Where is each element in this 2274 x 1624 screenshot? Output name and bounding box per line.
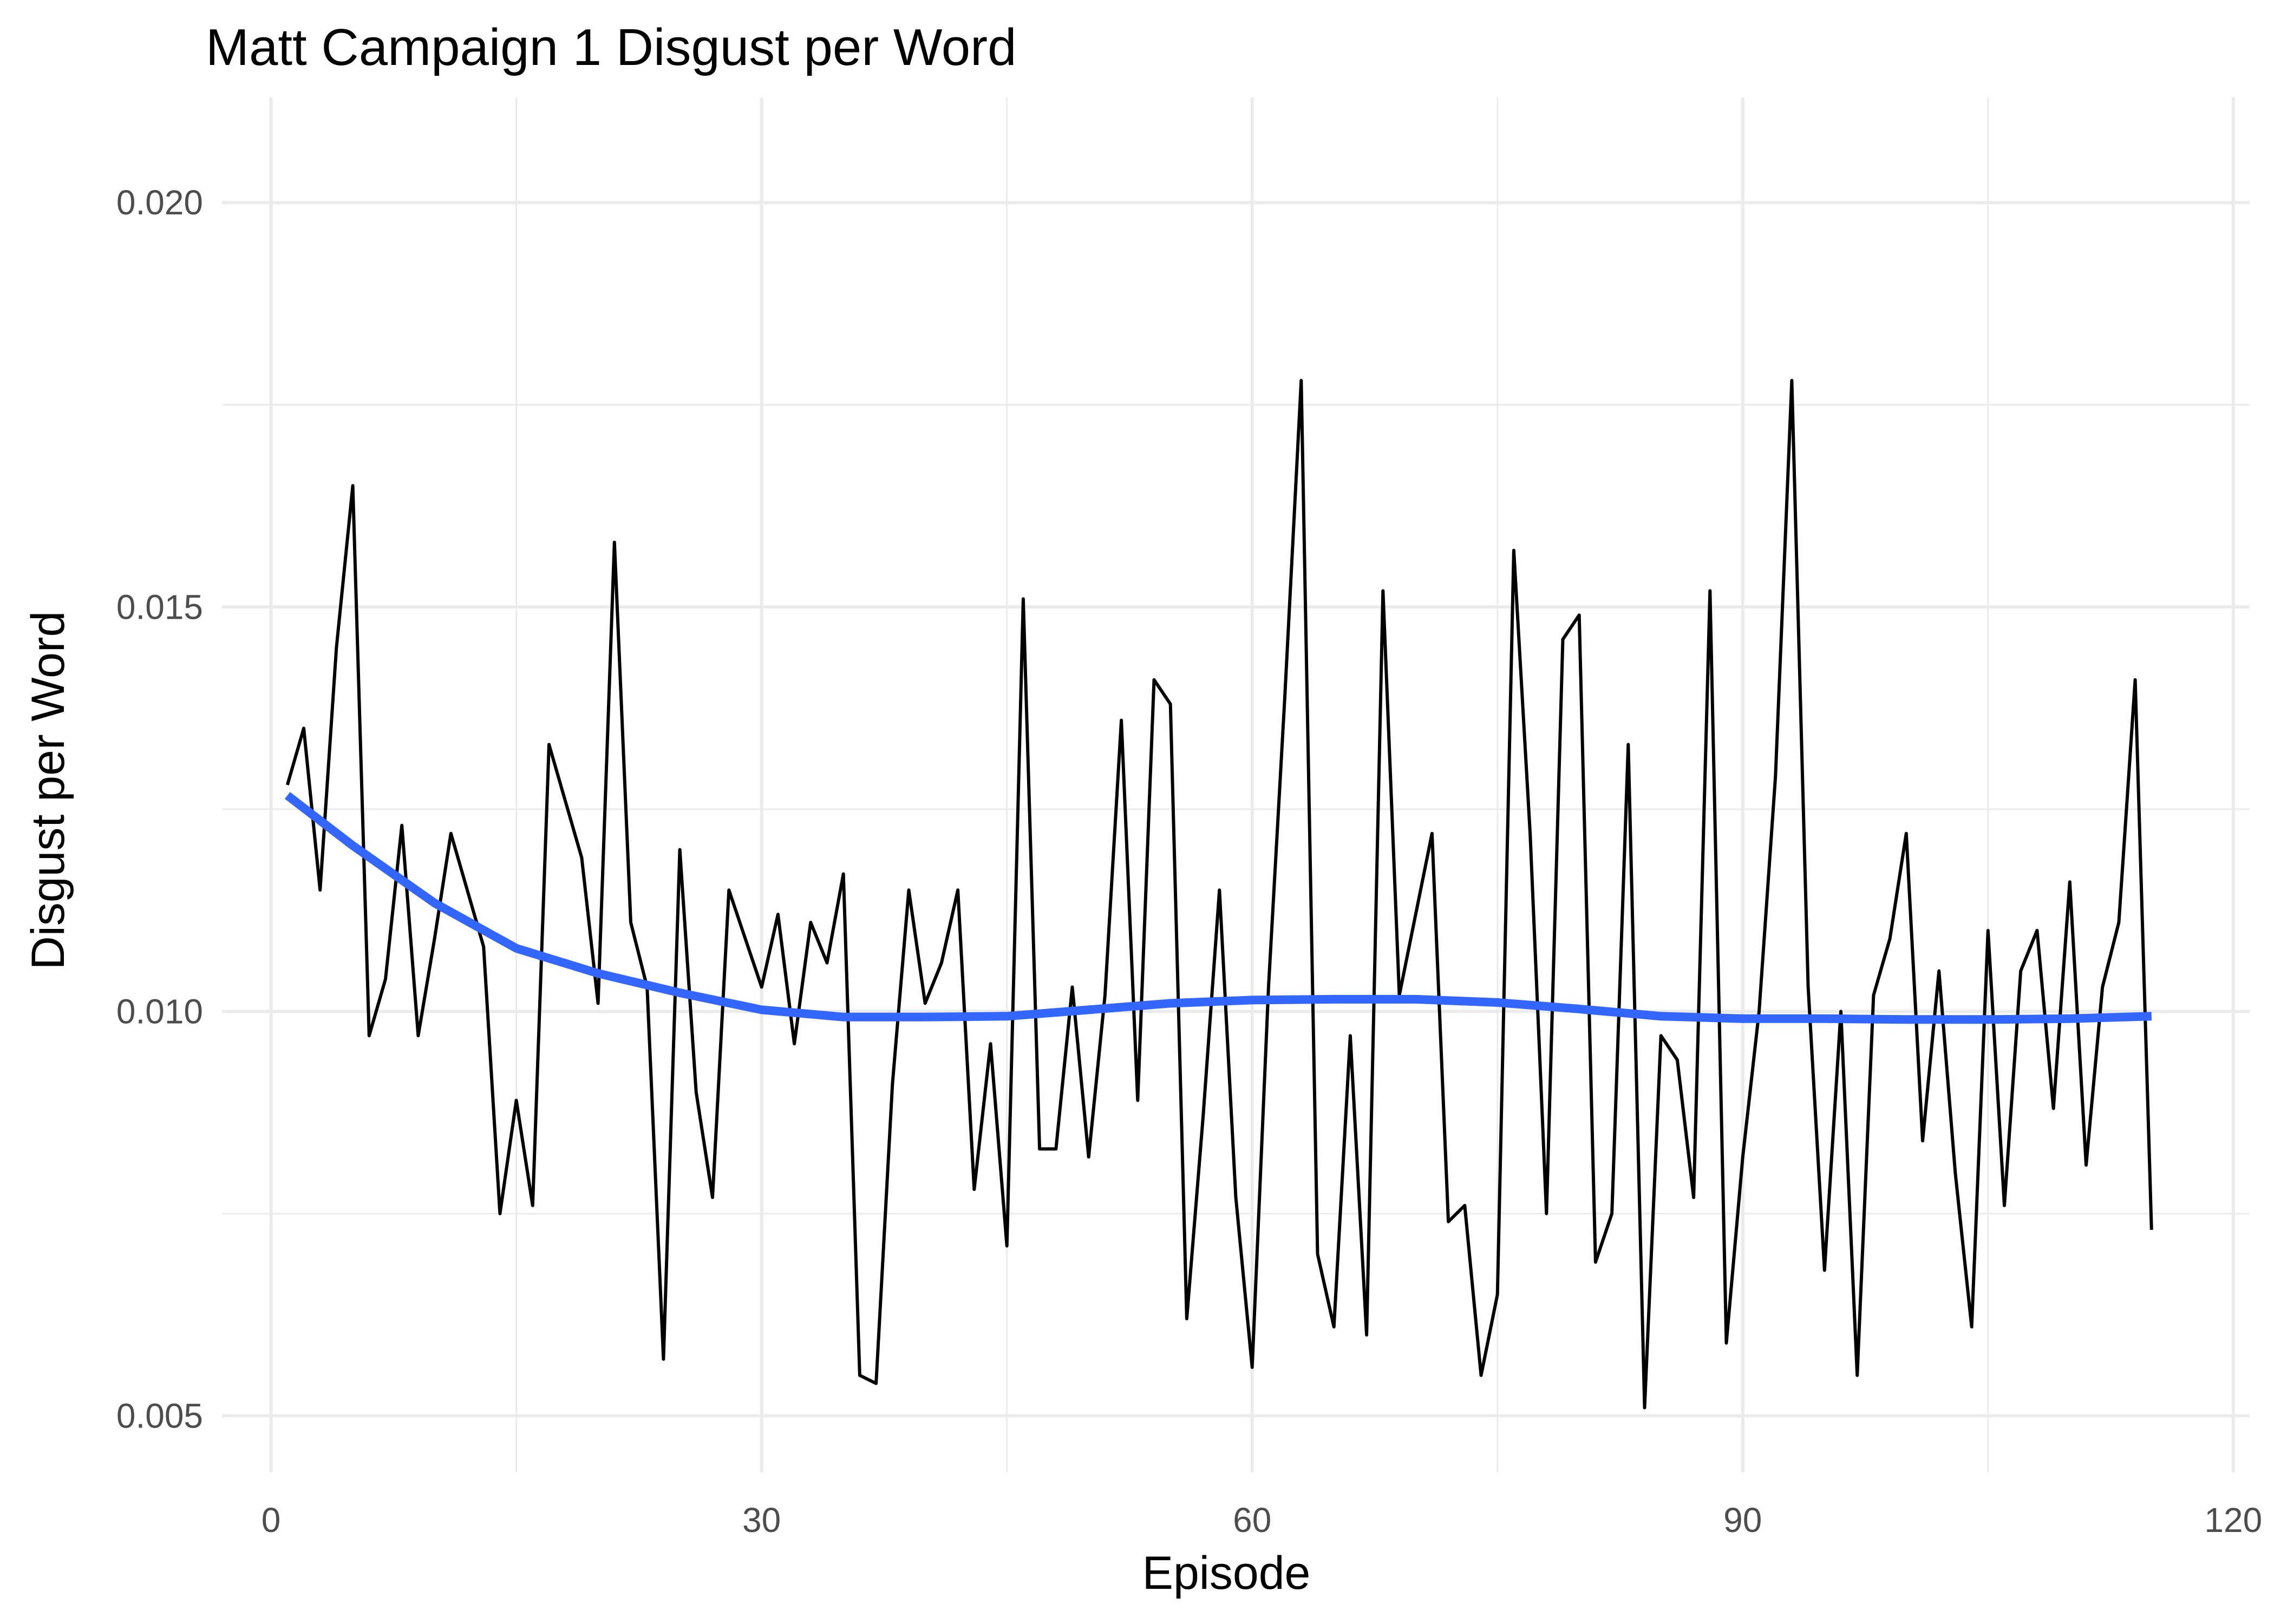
y-axis-ticks: 0.005 0.010 0.015 0.020: [116, 183, 203, 1435]
raw-series-line: [285, 378, 2153, 1410]
x-tick-label: 0: [262, 1501, 281, 1540]
y-axis-title: Disgust per Word: [22, 611, 74, 970]
plot-series: [284, 378, 2153, 1410]
x-tick-label: 60: [1233, 1501, 1271, 1540]
y-tick-label: 0.015: [116, 587, 203, 626]
x-tick-label: 90: [1723, 1501, 1762, 1540]
x-tick-label: 30: [742, 1501, 781, 1540]
x-axis-title: Episode: [1142, 1547, 1311, 1599]
y-tick-label: 0.010: [116, 992, 203, 1031]
y-tick-label: 0.020: [116, 183, 203, 222]
x-tick-label: 120: [2204, 1501, 2262, 1540]
chart-title: Matt Campaign 1 Disgust per Word: [206, 18, 1017, 76]
x-axis-ticks: 0 30 60 90 120: [262, 1501, 2262, 1540]
plot-grid: [222, 97, 2250, 1472]
smooth-trend-line: [284, 792, 2152, 1024]
y-tick-label: 0.005: [116, 1396, 203, 1435]
